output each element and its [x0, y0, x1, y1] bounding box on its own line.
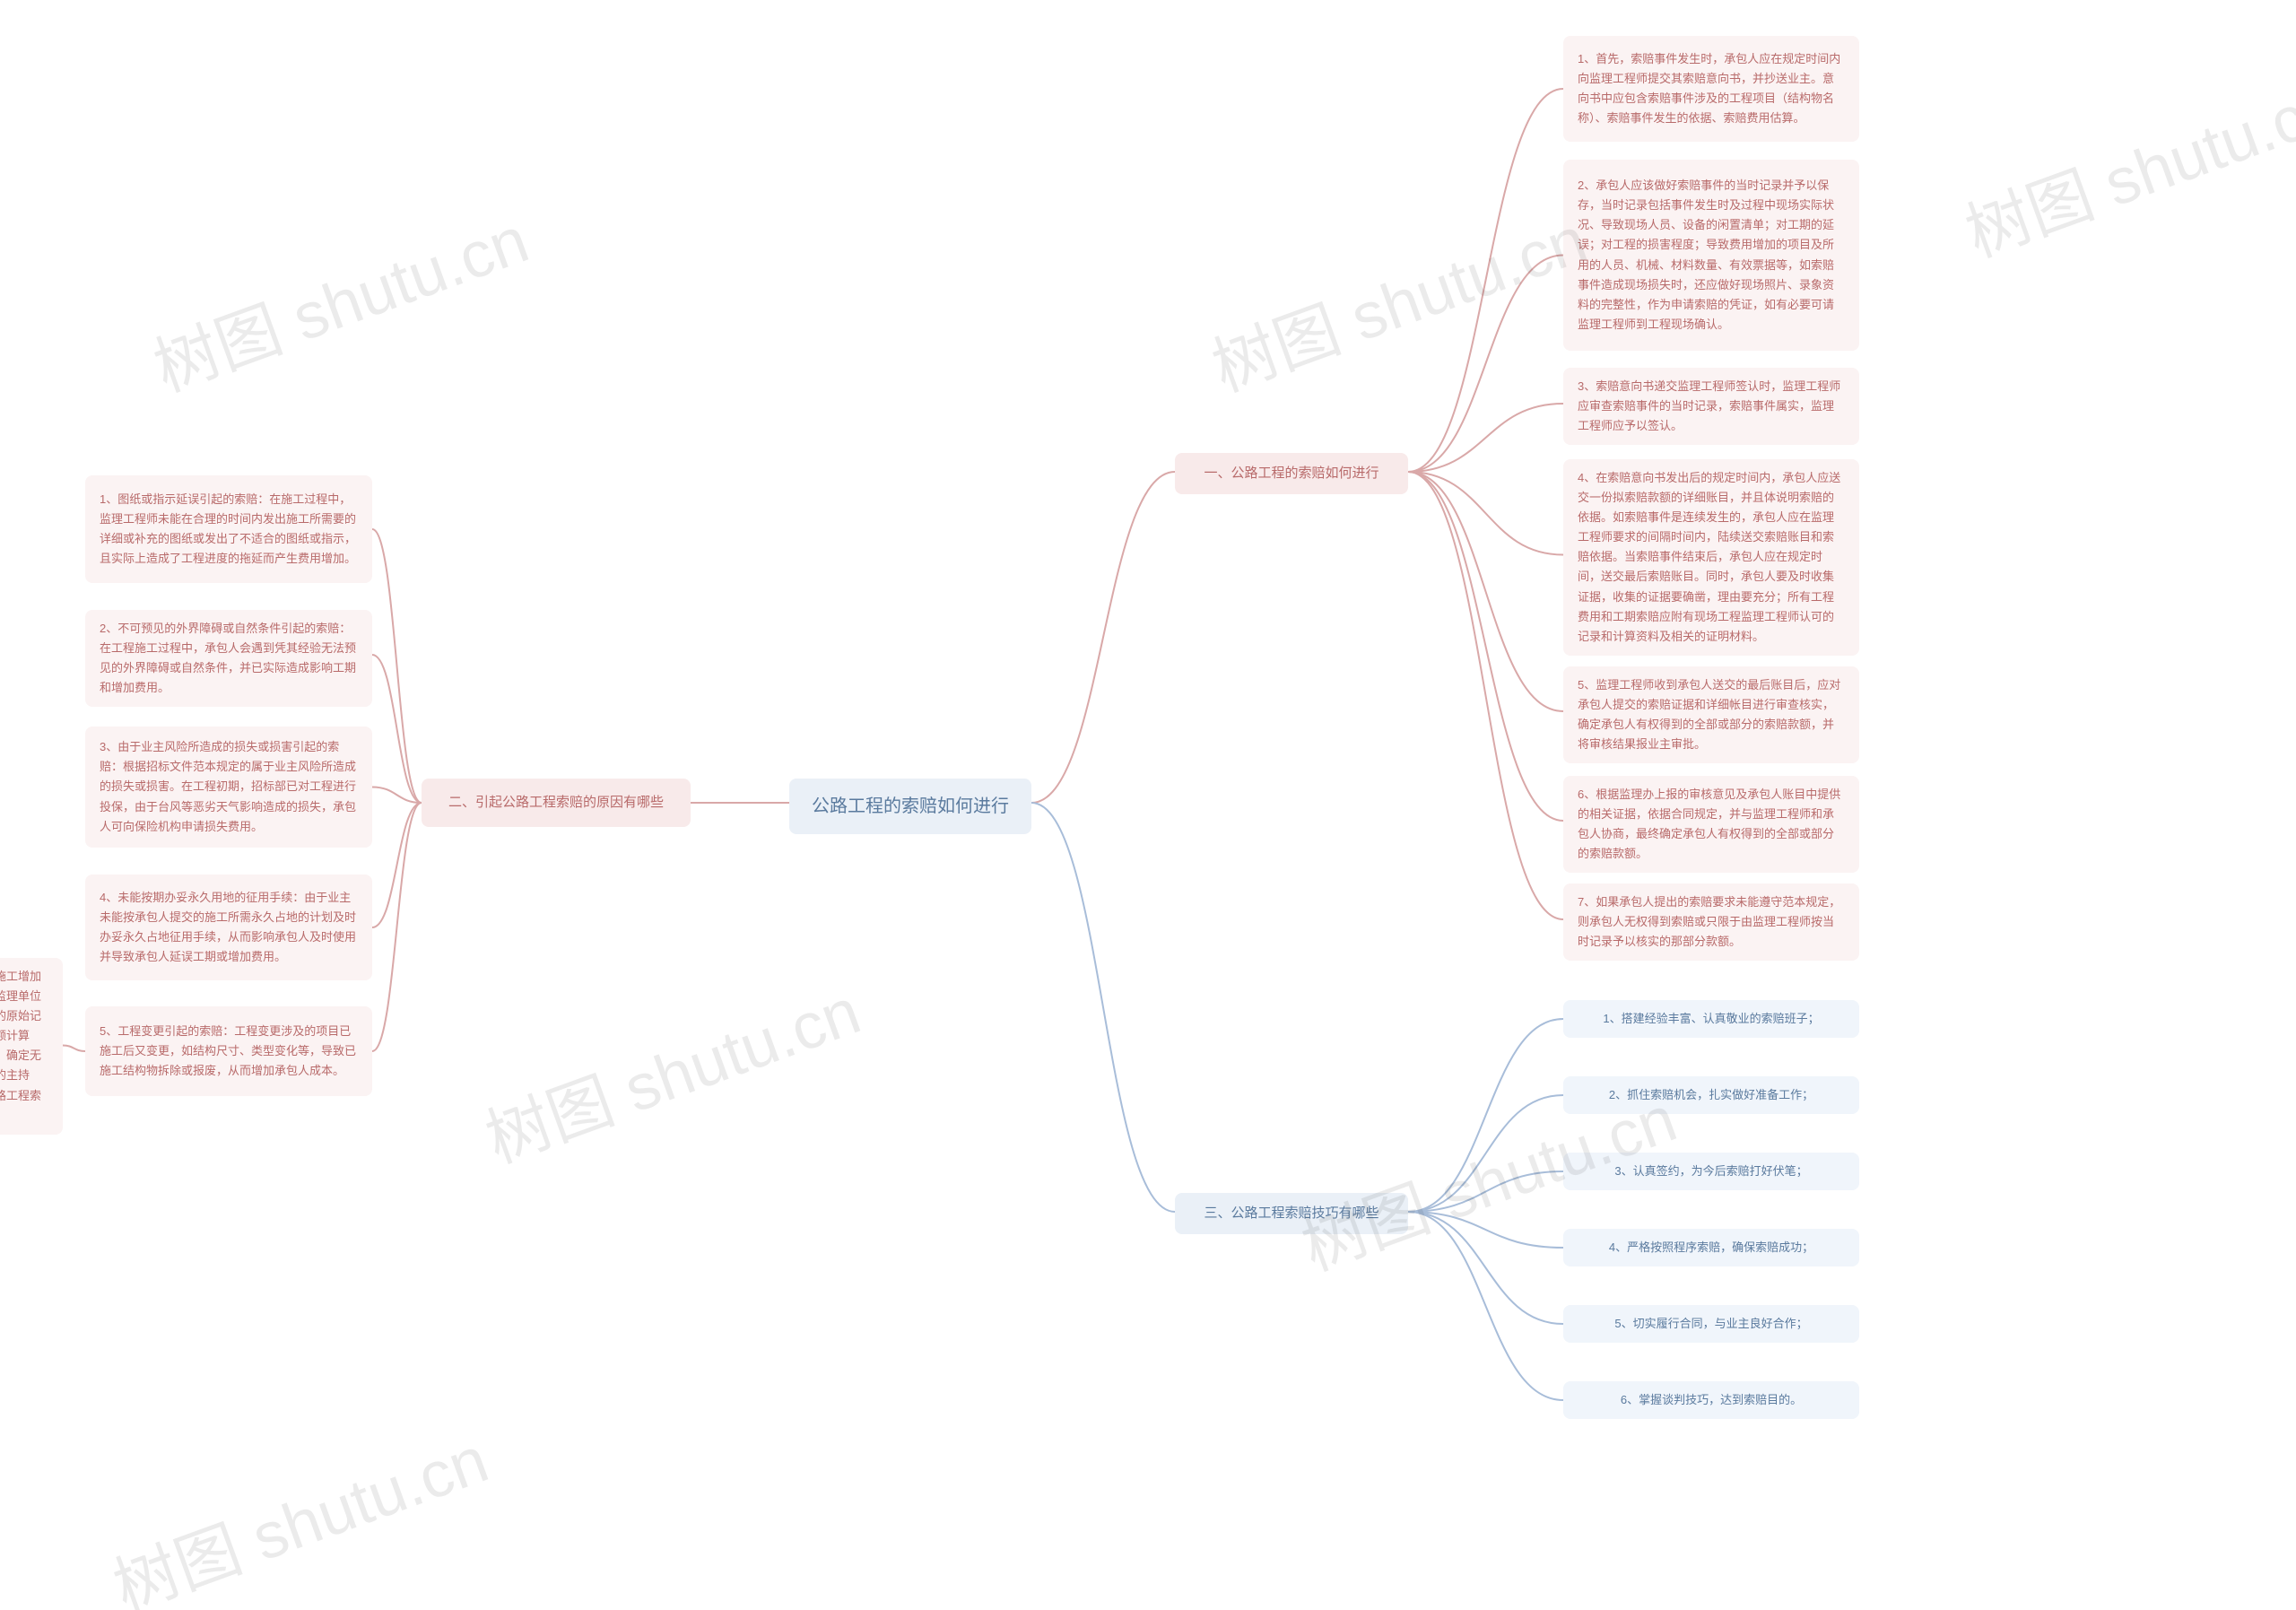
leaf-b1-0[interactable]: 1、首先，索赔事件发生时，承包人应在规定时间内向监理工程师提交其索赔意向书，并抄…: [1563, 36, 1859, 142]
leaf-b2-4[interactable]: 5、工程变更引起的索赔：工程变更涉及的项目已施工后又变更，如结构尺寸、类型变化等…: [85, 1006, 372, 1096]
leaf-b1-4[interactable]: 5、监理工程师收到承包人送交的最后账目后，应对承包人提交的索赔证据和详细帐目进行…: [1563, 666, 1859, 763]
leaf-b2-3[interactable]: 4、未能按期办妥永久用地的征用手续：由于业主未能按承包人提交的施工所需永久占地的…: [85, 875, 372, 980]
watermark: 树图 shutu.cn: [1951, 53, 2296, 275]
leaf-b3-1[interactable]: 2、抓住索赔机会，扎实做好准备工作；: [1563, 1076, 1859, 1114]
subleaf-b2-4[interactable]: 综上所述，当不可抗力导致公路工程施工增加成本时，承包方应该在规定时间内向监理单位…: [0, 958, 63, 1135]
leaf-b1-6[interactable]: 7、如果承包人提出的索赔要求未能遵守范本规定，则承包人无权得到索赔或只限于由监理…: [1563, 883, 1859, 961]
leaf-b3-3[interactable]: 4、严格按照程序索赔，确保索赔成功；: [1563, 1229, 1859, 1266]
watermark: 树图 shutu.cn: [1197, 187, 1597, 410]
leaf-b1-5[interactable]: 6、根据监理办上报的审核意见及承包人账目中提供的相关证据，依据合同规定，并与监理…: [1563, 776, 1859, 873]
leaf-b3-2[interactable]: 3、认真签约，为今后索赔打好伏笔；: [1563, 1153, 1859, 1190]
center-node[interactable]: 公路工程的索赔如何进行: [789, 779, 1031, 834]
leaf-b2-1[interactable]: 2、不可预见的外界障碍或自然条件引起的索赔：在工程施工过程中，承包人会遇到凭其经…: [85, 610, 372, 707]
leaf-b3-0[interactable]: 1、搭建经验丰富、认真敬业的索赔班子；: [1563, 1000, 1859, 1038]
watermark: 树图 shutu.cn: [99, 1407, 499, 1610]
branch-b1[interactable]: 一、公路工程的索赔如何进行: [1175, 453, 1408, 494]
leaf-b3-5[interactable]: 6、掌握谈判技巧，达到索赔目的。: [1563, 1381, 1859, 1419]
leaf-b1-3[interactable]: 4、在索赔意向书发出后的规定时间内，承包人应送交一份拟索赔款额的详细账目，并且体…: [1563, 459, 1859, 656]
leaf-b2-0[interactable]: 1、图纸或指示延误引起的索赔：在施工过程中，监理工程师未能在合理的时间内发出施工…: [85, 475, 372, 583]
leaf-b1-2[interactable]: 3、索赔意向书递交监理工程师签认时，监理工程师应审查索赔事件的当时记录，索赔事件…: [1563, 368, 1859, 445]
leaf-b1-1[interactable]: 2、承包人应该做好索赔事件的当时记录并予以保存，当时记录包括事件发生时及过程中现…: [1563, 160, 1859, 351]
leaf-b2-2[interactable]: 3、由于业主风险所造成的损失或损害引起的索赔：根据招标文件范本规定的属于业主风险…: [85, 727, 372, 848]
watermark: 树图 shutu.cn: [471, 959, 871, 1181]
leaf-b3-4[interactable]: 5、切实履行合同，与业主良好合作；: [1563, 1305, 1859, 1343]
watermark: 树图 shutu.cn: [139, 187, 539, 410]
branch-b3[interactable]: 三、公路工程索赔技巧有哪些: [1175, 1193, 1408, 1234]
branch-b2[interactable]: 二、引起公路工程索赔的原因有哪些: [422, 779, 691, 827]
